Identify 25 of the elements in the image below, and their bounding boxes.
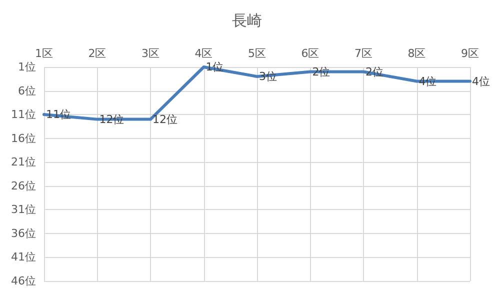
x-tick-label: 6区 [301, 47, 320, 60]
data-label: 12位 [99, 112, 124, 126]
y-tick-label: 41位 [11, 250, 36, 264]
y-tick-label: 26位 [11, 179, 36, 192]
data-label: 4位 [418, 74, 437, 88]
data-label: 4位 [472, 74, 490, 88]
y-tick-label: 36位 [11, 226, 36, 240]
y-tick-label: 1位 [18, 60, 36, 74]
y-tick-label: 31位 [11, 203, 36, 216]
x-tick-label: 5区 [248, 47, 266, 60]
x-tick-label: 7区 [354, 47, 372, 60]
x-tick-label: 9区 [461, 47, 479, 60]
y-tick-label: 21位 [11, 156, 36, 169]
y-tick-label: 46位 [11, 274, 36, 288]
x-tick-label: 1区 [35, 47, 53, 60]
y-tick-label: 6位 [18, 84, 36, 98]
data-label: 12位 [152, 112, 178, 126]
x-tick-label: 8区 [408, 47, 426, 60]
data-label: 2位 [312, 65, 330, 78]
y-tick-label: 11位 [11, 108, 36, 122]
x-tick-label: 3区 [142, 47, 160, 60]
x-tick-label: 2区 [88, 47, 106, 60]
x-tick-label: 4区 [194, 47, 213, 60]
chart-title: 長崎 [232, 12, 262, 30]
y-tick-label: 16位 [11, 132, 36, 145]
